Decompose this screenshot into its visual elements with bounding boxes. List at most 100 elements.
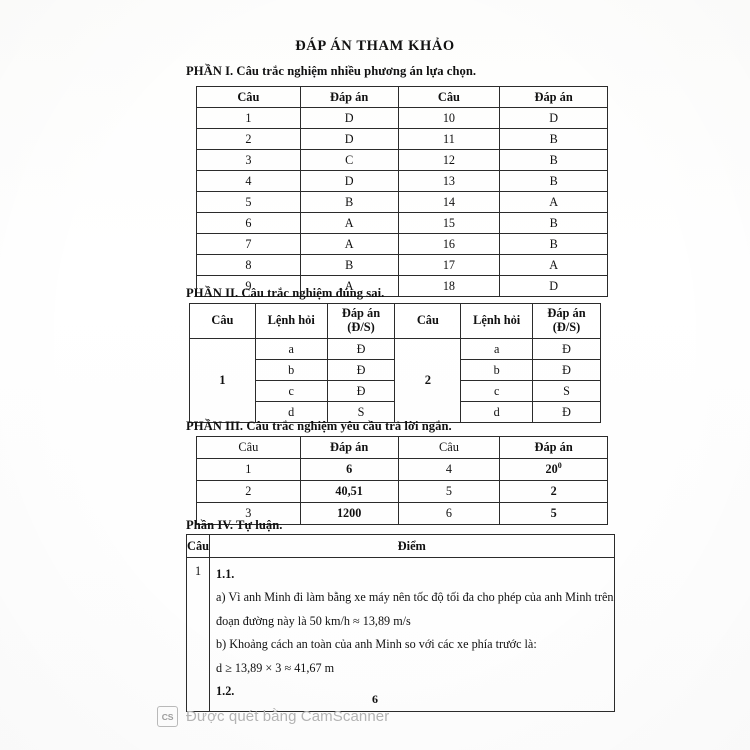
col-header-dapan-2: Đáp án bbox=[499, 86, 608, 108]
essay-line-4: b) Khoảng cách an toàn của anh Minh so v… bbox=[216, 637, 537, 652]
answer-value: 20 bbox=[545, 462, 558, 477]
cell-question-group-right: 2 bbox=[394, 338, 462, 423]
table-header-row: Câu Đáp án Câu Đáp án bbox=[196, 86, 608, 108]
cell-subitem-answer: Đ bbox=[326, 359, 396, 381]
table-row: 1 D 10 D bbox=[196, 107, 608, 129]
cell-subitem-answer: Đ bbox=[532, 359, 601, 381]
cell-answer-degree: 200 bbox=[499, 458, 608, 481]
cell-subitem-label: b bbox=[460, 359, 534, 381]
col-header-cau-1: Câu bbox=[189, 303, 256, 339]
col-header-lenhhoi-2: Lệnh hỏi bbox=[460, 303, 534, 339]
cell-question: 7 bbox=[196, 233, 301, 255]
cell-subitem-answer: Đ bbox=[326, 338, 396, 360]
cell-answer: C bbox=[299, 149, 399, 171]
cell-answer: 1200 bbox=[299, 502, 399, 525]
cell-answer: D bbox=[499, 275, 608, 297]
camscanner-watermark-text: Được quét bằng CamScanner bbox=[186, 708, 390, 725]
table-row: 6 A 15 B bbox=[196, 212, 608, 234]
cell-question: 14 bbox=[397, 191, 501, 213]
cell-question: 13 bbox=[397, 170, 501, 192]
dapan-line2: (Đ/S) bbox=[347, 320, 375, 334]
page-title: ĐÁP ÁN THAM KHẢO bbox=[295, 38, 455, 54]
cell-question: 15 bbox=[397, 212, 501, 234]
col-header-cau: Câu bbox=[185, 534, 211, 558]
dapan-line1: Đáp án bbox=[341, 306, 381, 321]
cell-question: 11 bbox=[397, 128, 501, 150]
camscanner-logo-icon: CS bbox=[157, 706, 178, 727]
cell-answer: 40,51 bbox=[299, 480, 399, 503]
cell-question: 2 bbox=[196, 480, 301, 503]
cell-question: 10 bbox=[397, 107, 501, 129]
cell-question: 12 bbox=[397, 149, 501, 171]
table-row: 2 40,51 5 2 bbox=[196, 480, 608, 503]
col-header-cau-1: Câu bbox=[196, 436, 301, 459]
col-header-cau-2: Câu bbox=[397, 436, 501, 459]
cell-question: 1 bbox=[196, 107, 301, 129]
cell-subitem-label: a bbox=[254, 338, 328, 360]
cell-question: 17 bbox=[397, 254, 501, 276]
cell-answer: B bbox=[499, 149, 608, 171]
cell-answer: B bbox=[499, 212, 608, 234]
table-row: 1 6 4 200 bbox=[196, 458, 608, 481]
col-header-dapan-2: Đáp án bbox=[499, 436, 608, 459]
cell-answer: A bbox=[499, 191, 608, 213]
table-row: 5 B 14 A bbox=[196, 191, 608, 213]
cell-subitem-answer: S bbox=[532, 380, 601, 402]
dapan-line1: Đáp án bbox=[547, 306, 586, 321]
essay-line-5: d ≥ 13,89 × 3 ≈ 41,67 m bbox=[216, 660, 335, 675]
table-row: 1 a Đ 2 a Đ bbox=[189, 338, 601, 423]
col-header-dapan-ds-2: Đáp án (Đ/S) bbox=[532, 303, 601, 339]
table-row: 4 D 13 B bbox=[196, 170, 608, 192]
col-header-lenhhoi-1: Lệnh hỏi bbox=[254, 303, 328, 339]
cell-question: 5 bbox=[397, 480, 501, 503]
part1-answer-table: Câu Đáp án Câu Đáp án 1 D 10 D 2 D 11 B … bbox=[196, 86, 608, 297]
cell-question: 8 bbox=[196, 254, 301, 276]
cell-subitem-answer: S bbox=[326, 401, 396, 423]
cell-subitem-label: a bbox=[460, 338, 534, 360]
table-row: 9 A 18 D bbox=[196, 275, 608, 297]
table-row: 1 1.1. a) Vì anh Minh đi làm bằng xe máy… bbox=[185, 557, 615, 712]
cell-question: 9 bbox=[196, 275, 301, 297]
cell-subitem-label: b bbox=[254, 359, 328, 381]
cell-answer: D bbox=[299, 170, 399, 192]
table-header-row: Câu Điểm bbox=[185, 534, 615, 558]
dapan-line2: (Đ/S) bbox=[552, 320, 581, 334]
page-number: 6 bbox=[372, 692, 378, 706]
cell-question: 18 bbox=[397, 275, 501, 297]
table-row: b Đ b Đ bbox=[190, 359, 601, 381]
cell-answer: A bbox=[299, 212, 399, 234]
degree-superscript: 0 bbox=[557, 461, 562, 471]
cell-answer: 2 bbox=[499, 480, 608, 503]
table-row: 3 1200 6 5 bbox=[196, 502, 608, 525]
cell-answer: D bbox=[499, 107, 608, 129]
cell-question: 3 bbox=[196, 149, 301, 171]
cell-answer: B bbox=[499, 233, 608, 255]
cell-question: 4 bbox=[397, 458, 501, 481]
cell-question: 1 bbox=[196, 458, 301, 481]
part4-essay-table: Câu Điểm 1 1.1. a) Vì anh Minh đi làm bằ… bbox=[185, 534, 615, 712]
col-header-cau-1: Câu bbox=[196, 86, 301, 108]
col-header-dapan-1: Đáp án bbox=[299, 436, 399, 459]
part2-heading: PHẦN II. Câu trắc nghiệm đúng sai. bbox=[186, 286, 385, 300]
cell-answer: 5 bbox=[499, 502, 608, 525]
cell-question: 4 bbox=[196, 170, 301, 192]
cell-question: 5 bbox=[196, 191, 301, 213]
cell-answer: B bbox=[499, 128, 608, 150]
col-header-diem: Điểm bbox=[209, 534, 615, 558]
table-row: d S d Đ bbox=[190, 401, 601, 423]
table-header-row: Câu Đáp án Câu Đáp án bbox=[196, 436, 608, 459]
cell-answer: A bbox=[299, 275, 399, 297]
cell-question: 2 bbox=[196, 128, 301, 150]
part4-heading: Phần IV. Tự luận. bbox=[186, 518, 283, 532]
table-header-row: Câu Lệnh hỏi Đáp án (Đ/S) Câu Lệnh hỏi Đ… bbox=[189, 303, 601, 339]
camscanner-watermark: CS Được quét bằng CamScanner bbox=[157, 706, 389, 727]
col-header-cau-2: Câu bbox=[397, 86, 501, 108]
col-header-dapan-ds-1: Đáp án (Đ/S) bbox=[326, 303, 396, 339]
cell-subitem-label: c bbox=[254, 380, 328, 402]
cell-answer: B bbox=[299, 191, 399, 213]
col-header-dapan-1: Đáp án bbox=[299, 86, 399, 108]
cell-question-group-left: 1 bbox=[189, 338, 256, 423]
col-header-cau-2: Câu bbox=[394, 303, 462, 339]
cell-question-number: 1 bbox=[185, 557, 211, 712]
table-row: 8 B 17 A bbox=[196, 254, 608, 276]
